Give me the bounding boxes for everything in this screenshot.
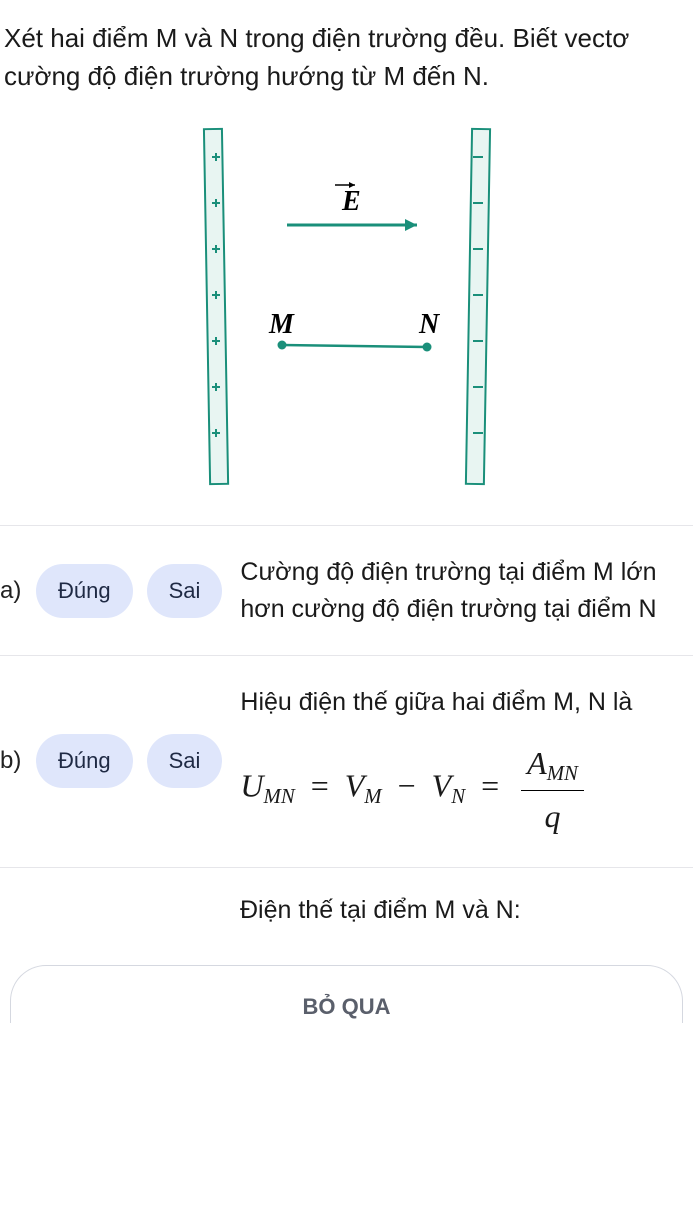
- answer-buttons-a: Đúng Sai: [36, 564, 222, 618]
- marker-b: b): [0, 747, 18, 775]
- electric-field-diagram: E M N: [187, 125, 507, 495]
- question-text: Xét hai điểm M và N trong điện trường đề…: [0, 0, 693, 115]
- statement-text-b: Hiệu điện thế giữa hai điểm M, N là UMN …: [240, 684, 681, 839]
- page: Xét hai điểm M và N trong điện trường đề…: [0, 0, 693, 1023]
- true-button-a[interactable]: Đúng: [36, 564, 133, 618]
- statement-row-a: a) Đúng Sai Cường độ điện trường tại điể…: [0, 525, 693, 655]
- skip-button-wrap: BỎ QUA: [0, 935, 693, 1023]
- m-label: M: [268, 309, 295, 340]
- partial-next-text: Điện thế tại điểm M và N:: [240, 896, 521, 924]
- figure-container: E M N: [0, 115, 693, 525]
- statement-b-formula: UMN = VM − VN = AMN q: [240, 740, 681, 839]
- mn-segment: M N: [268, 309, 441, 352]
- answer-buttons-b: Đúng Sai: [36, 734, 222, 788]
- e-label: E: [341, 186, 361, 217]
- false-button-b[interactable]: Sai: [147, 734, 223, 788]
- marker-a: a): [0, 577, 18, 605]
- statements-list: a) Đúng Sai Cường độ điện trường tại điể…: [0, 525, 693, 935]
- false-button-a[interactable]: Sai: [147, 564, 223, 618]
- statement-row-b: b) Đúng Sai Hiệu điện thế giữa hai điểm …: [0, 655, 693, 867]
- statement-b-intro: Hiệu điện thế giữa hai điểm M, N là: [240, 684, 681, 720]
- true-button-b[interactable]: Đúng: [36, 734, 133, 788]
- left-plate: [203, 129, 227, 484]
- right-plate: [465, 129, 489, 484]
- e-vector: E: [287, 182, 417, 231]
- n-label: N: [418, 309, 441, 340]
- statement-row-partial: Điện thế tại điểm M và N:: [0, 867, 693, 935]
- statement-text-a: Cường độ điện trường tại điểm M lớn hơn …: [240, 554, 681, 627]
- skip-button[interactable]: BỎ QUA: [10, 965, 683, 1023]
